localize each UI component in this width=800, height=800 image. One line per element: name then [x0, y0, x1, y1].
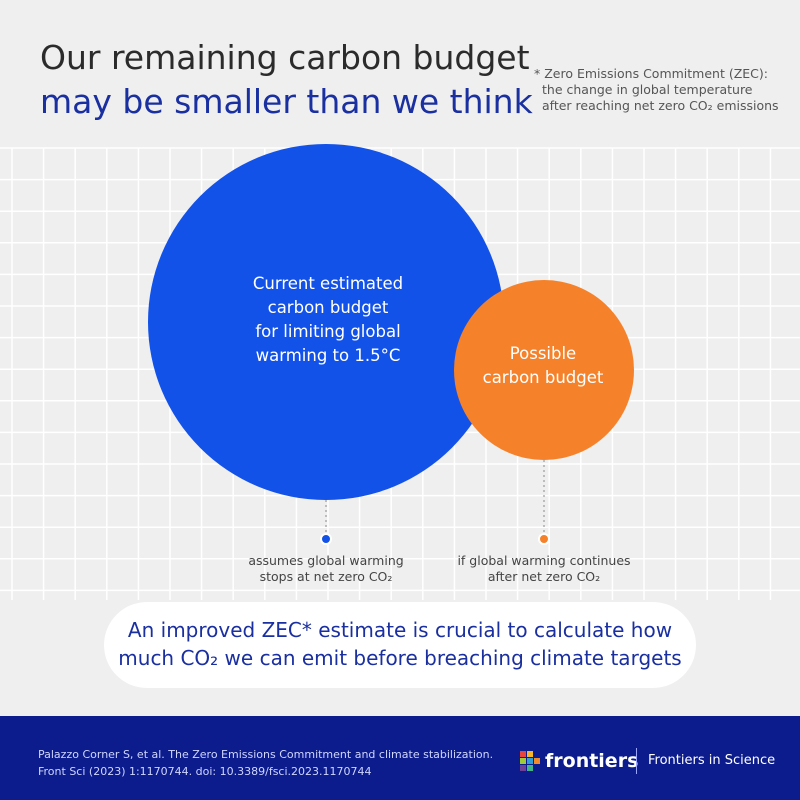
current-caption-line-1: assumes global warming	[248, 553, 404, 568]
note-line-3: after reaching net zero CO₂ emissions	[542, 98, 779, 113]
possible-label-line-1: Possible	[509, 344, 577, 363]
current-label-line-4: warming to 1.5°C	[255, 346, 401, 365]
current-budget-label: Current estimated carbon budget for limi…	[218, 272, 438, 368]
message-line-1: An improved ZEC* estimate is crucial to …	[127, 618, 673, 642]
message-line-2: much CO₂ we can emit before breaching cl…	[118, 646, 682, 670]
current-label-line-1: Current estimated	[252, 274, 404, 293]
current-budget-circle	[148, 144, 504, 500]
possible-caption-line-1: if global warming continues	[457, 553, 631, 568]
possible-caption: if global warming continues after net ze…	[446, 553, 642, 585]
zec-footnote: * Zero Emissions Commitment (ZEC): the c…	[534, 66, 779, 114]
title-line-2: may be smaller than we think	[40, 82, 533, 121]
possible-budget-label: Possible carbon budget	[456, 342, 630, 390]
possible-caption-line-2: after net zero CO₂	[487, 569, 601, 584]
current-label-line-2: carbon budget	[267, 298, 389, 317]
page-title: Our remaining carbon budget may be small…	[40, 36, 533, 124]
key-message: An improved ZEC* estimate is crucial to …	[104, 616, 696, 672]
current-caption: assumes global warming stops at net zero…	[236, 553, 416, 585]
citation-line-2: Front Sci (2023) 1:1170744. doi: 10.3389…	[38, 765, 372, 778]
footer-bar	[0, 716, 800, 800]
title-line-1: Our remaining carbon budget	[40, 38, 530, 77]
frontiers-logo[interactable]: frontiers	[520, 749, 638, 773]
note-line-1: * Zero Emissions Commitment (ZEC):	[534, 66, 768, 81]
possible-marker-dot	[538, 533, 550, 545]
citation: Palazzo Corner S, et al. The Zero Emissi…	[38, 746, 493, 780]
note-line-2: the change in global temperature	[542, 82, 753, 97]
current-label-line-3: for limiting global	[255, 322, 401, 341]
frontiers-in-science-label[interactable]: Frontiers in Science	[648, 753, 776, 768]
current-marker-dot	[320, 533, 332, 545]
citation-line-1: Palazzo Corner S, et al. The Zero Emissi…	[38, 748, 494, 761]
frontiers-logo-icon	[520, 751, 540, 771]
possible-budget-circle	[454, 280, 634, 460]
message-pill	[104, 602, 696, 688]
current-caption-line-2: stops at net zero CO₂	[259, 569, 393, 584]
possible-label-line-2: carbon budget	[482, 368, 604, 387]
footer-divider	[636, 748, 637, 774]
frontiers-logo-text: frontiers	[545, 750, 639, 772]
